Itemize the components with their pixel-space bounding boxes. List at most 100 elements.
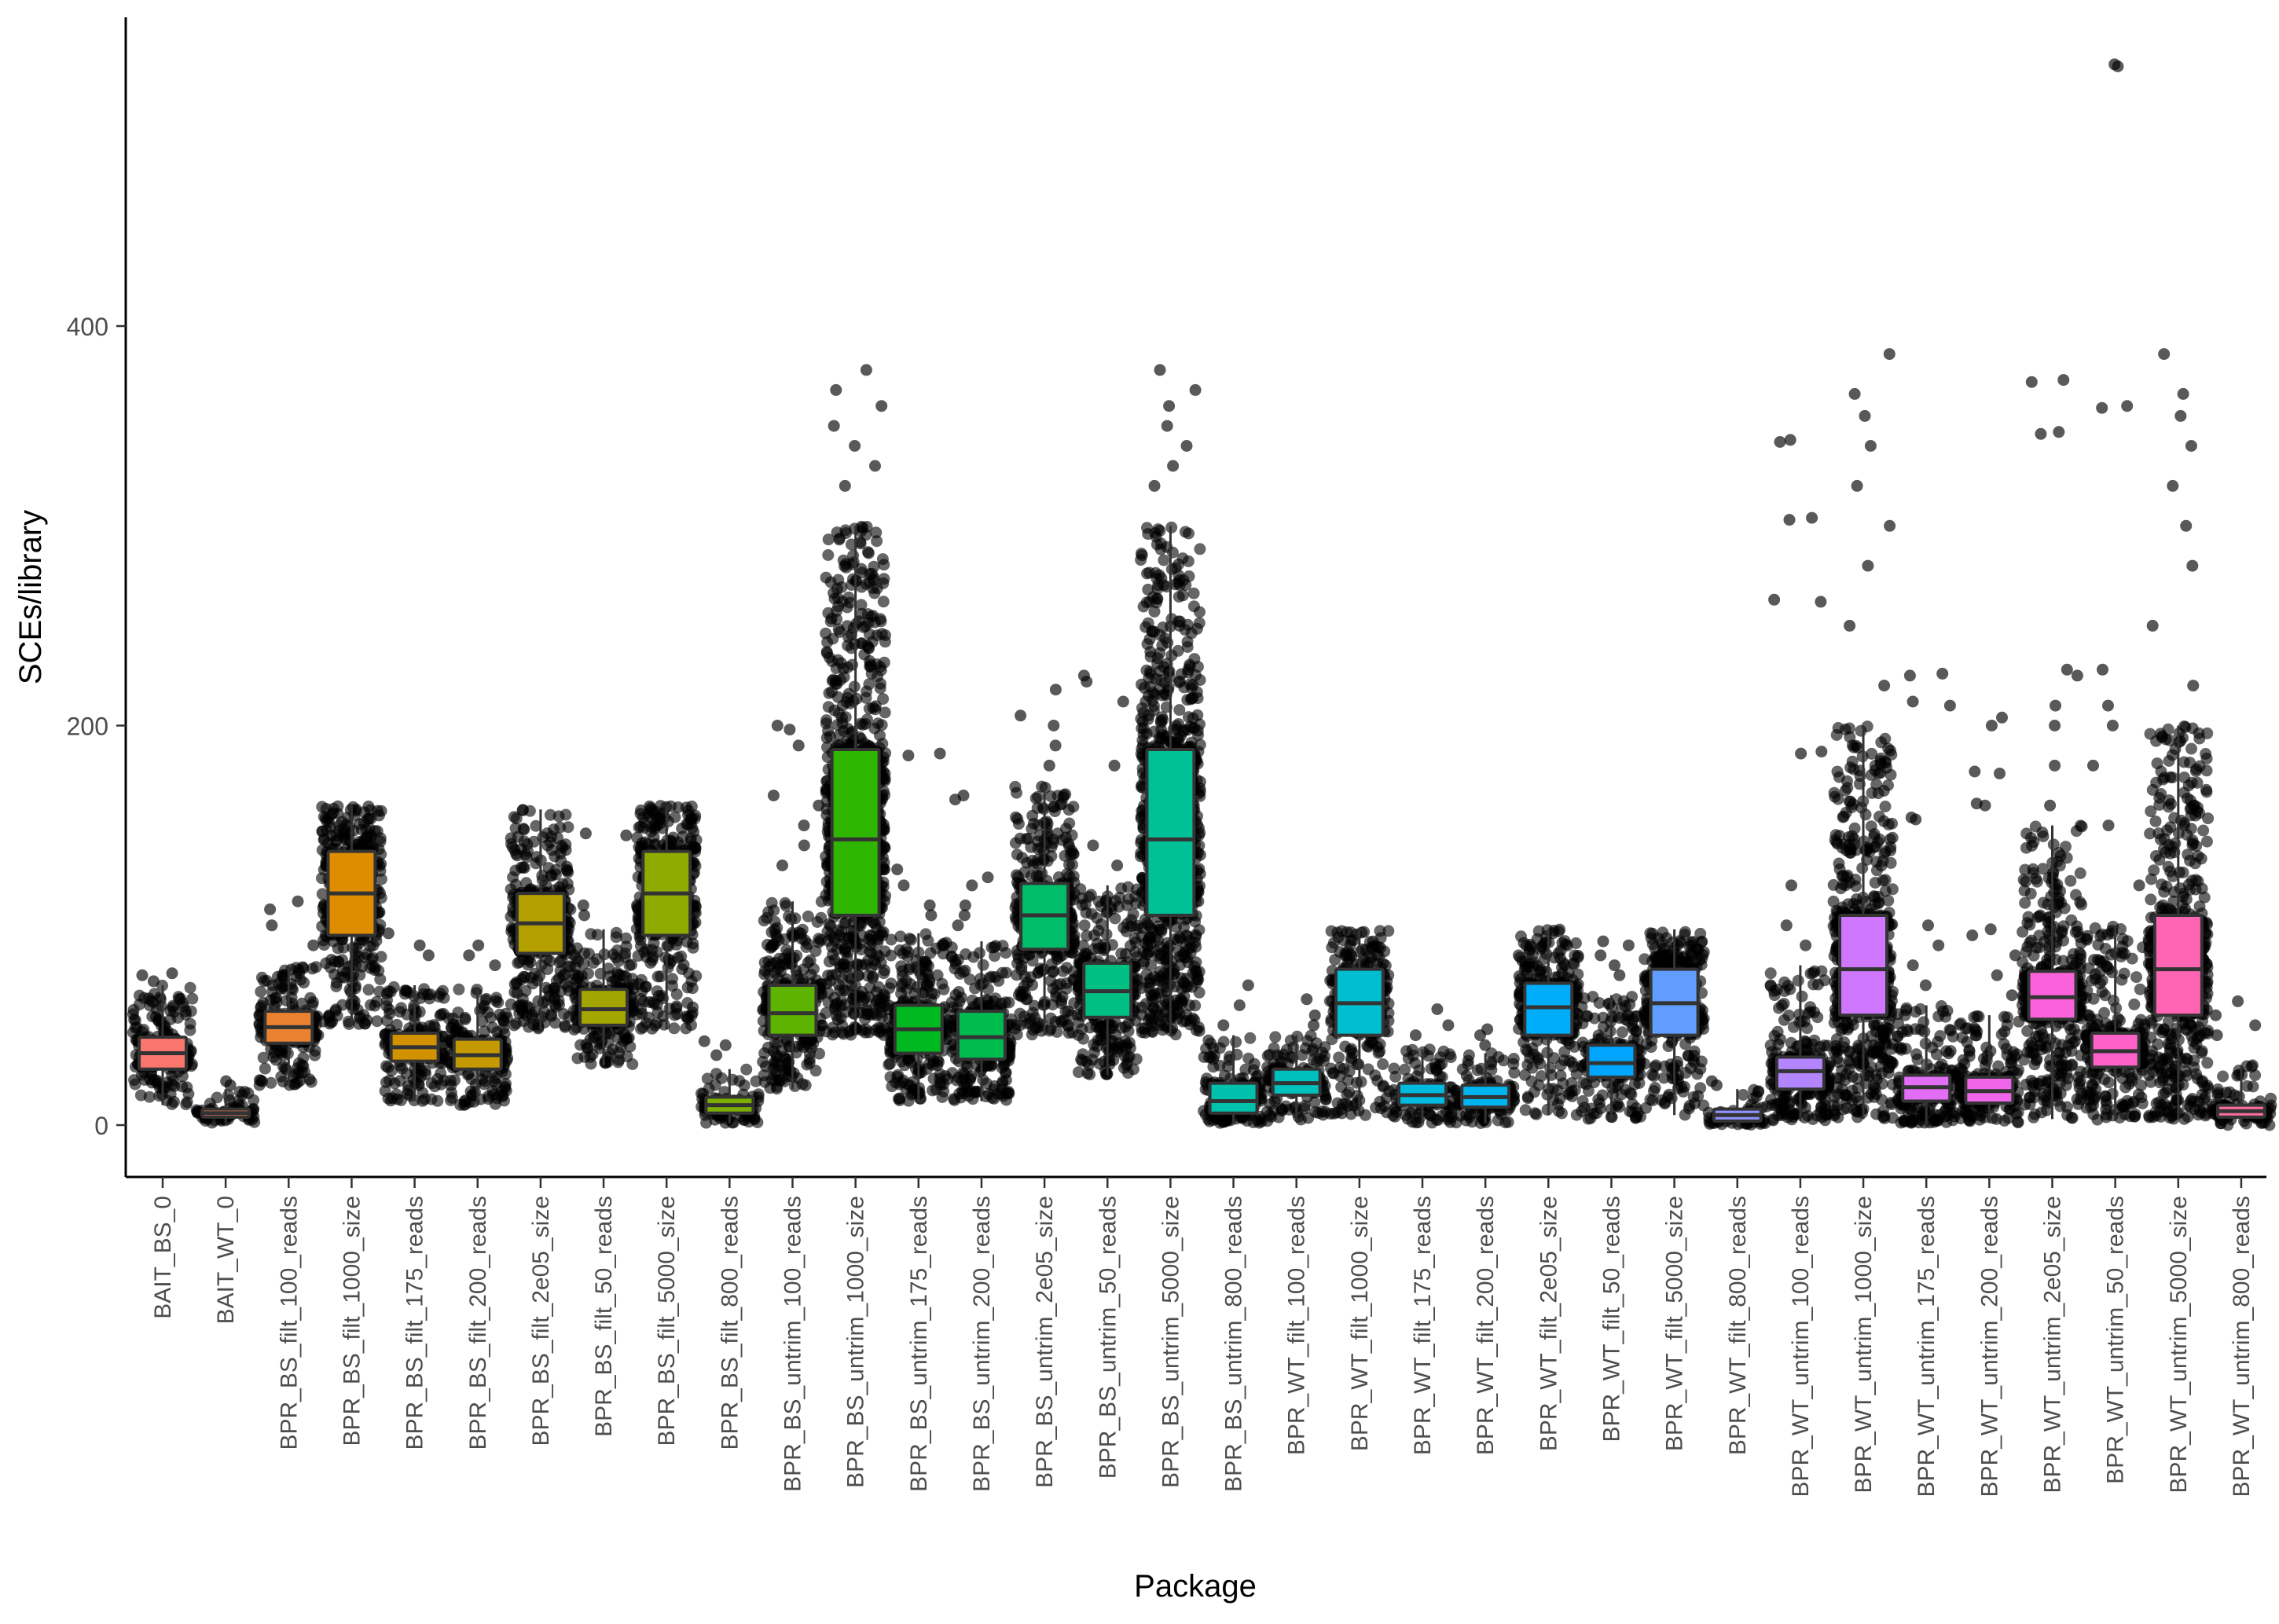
outlier-point [264,903,277,915]
data-point [362,800,375,812]
data-point [1125,914,1138,926]
data-point [875,615,887,628]
data-point [508,844,521,856]
data-point [1088,1039,1100,1050]
data-point [644,800,656,812]
data-point [1050,991,1062,1003]
data-point [554,821,567,834]
data-point [129,1078,141,1091]
outlier-point [1117,695,1129,708]
data-point [1109,912,1121,925]
data-point [256,1076,269,1087]
outlier-point [382,927,395,940]
data-point [347,801,359,813]
data-point [828,592,841,605]
data-point [989,950,1001,962]
outlier-point [1049,684,1062,696]
data-point [769,928,782,940]
data-point [375,873,387,885]
data-point [391,1018,403,1031]
data-point [152,1077,164,1090]
data-point [799,1079,812,1091]
data-point [417,1094,429,1107]
data-point [556,878,569,890]
data-point [1062,804,1075,816]
data-point [552,810,565,823]
data-point [977,959,989,971]
data-point [871,582,883,595]
data-point [374,918,387,931]
outlier-point [767,790,780,801]
data-point [836,711,848,724]
data-point [1031,801,1044,814]
data-point [805,1042,817,1054]
data-point [860,691,872,704]
outlier-point [1077,669,1090,682]
data-point [831,691,844,703]
data-point [375,951,387,963]
data-point [842,631,855,643]
data-point [143,1091,156,1103]
data-point [1078,919,1091,932]
data-point [894,930,907,943]
outlier-point [849,440,861,452]
outlier-point [958,909,971,922]
data-point [296,961,309,973]
data-point [452,1006,464,1019]
outlier-point [698,1035,710,1047]
data-point [860,1002,872,1014]
data-point [1119,1021,1132,1033]
data-point [896,1055,908,1068]
data-point [670,1000,683,1013]
data-point [932,1056,945,1069]
data-point [681,936,693,948]
data-point [647,951,659,963]
outlier-point [719,1039,732,1051]
data-point [872,717,884,730]
data-point [689,842,702,855]
data-point [930,942,942,955]
data-point [347,969,360,981]
data-point [820,571,832,584]
data-point [626,959,637,971]
data-point [1010,811,1022,823]
data-point [610,931,622,944]
data-point [902,1079,915,1091]
data-point [842,932,854,944]
data-point [689,907,702,919]
data-point [191,1106,204,1119]
data-point [603,1025,615,1038]
data-point [395,1002,407,1014]
outlier-point [798,839,810,852]
data-point [294,1074,306,1087]
data-point [257,1051,270,1064]
data-point [703,1083,715,1094]
data-point [1009,1022,1022,1035]
data-point [1009,780,1022,793]
outlier-point [966,879,978,892]
data-point [554,965,567,977]
data-point [802,910,814,922]
data-point [391,1093,404,1105]
data-point [1127,1063,1140,1076]
data-point [826,940,839,953]
data-point [354,818,366,830]
data-point [1063,817,1076,830]
outlier-point [1015,709,1027,722]
data-point [760,1060,772,1072]
data-point [521,1000,534,1013]
data-point [591,953,604,966]
data-point [507,871,519,883]
data-point [982,983,994,995]
data-point [568,1024,581,1036]
outlier-point [489,959,501,972]
data-point [1118,1050,1131,1062]
data-point [380,1060,392,1072]
data-point [822,970,835,982]
data-point [1107,1054,1120,1066]
data-point [459,1098,472,1110]
data-point [490,1072,502,1084]
data-point [682,967,695,980]
data-point [332,942,344,955]
data-point [758,915,770,927]
